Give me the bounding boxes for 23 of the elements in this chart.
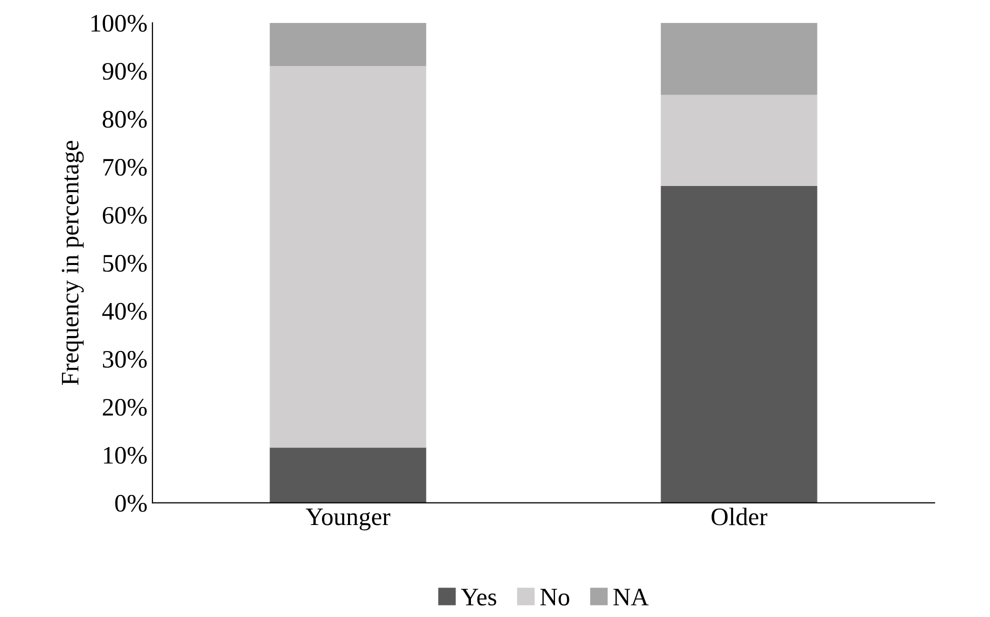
y-tick-label: 100% bbox=[91, 14, 147, 32]
bar bbox=[660, 22, 818, 95]
legend-label: Yes bbox=[461, 588, 496, 606]
legend-label: No bbox=[540, 588, 570, 606]
y-tick-label: 60% bbox=[102, 206, 147, 224]
y-tick-label: 80% bbox=[102, 110, 147, 128]
y-tick-label: 0% bbox=[115, 494, 147, 512]
bar bbox=[270, 448, 426, 503]
bar bbox=[270, 22, 426, 66]
y-tick-label: 10% bbox=[104, 446, 147, 464]
x-tick-label: Older bbox=[712, 508, 768, 526]
bar bbox=[660, 94, 818, 186]
y-tick-label: 70% bbox=[103, 158, 147, 176]
y-tick-label: 20% bbox=[102, 398, 147, 416]
x-tick-label: Younger bbox=[306, 508, 390, 530]
y-tick-label: 30% bbox=[102, 350, 147, 368]
bar bbox=[660, 186, 818, 503]
y-tick-label: 40% bbox=[102, 302, 147, 320]
y-tick-label: 90% bbox=[102, 62, 147, 80]
bar bbox=[270, 66, 426, 448]
y-axis-title: Frequency in percentage bbox=[62, 140, 84, 385]
legend-label: NA bbox=[613, 588, 649, 606]
y-tick-label: 50% bbox=[103, 254, 147, 272]
